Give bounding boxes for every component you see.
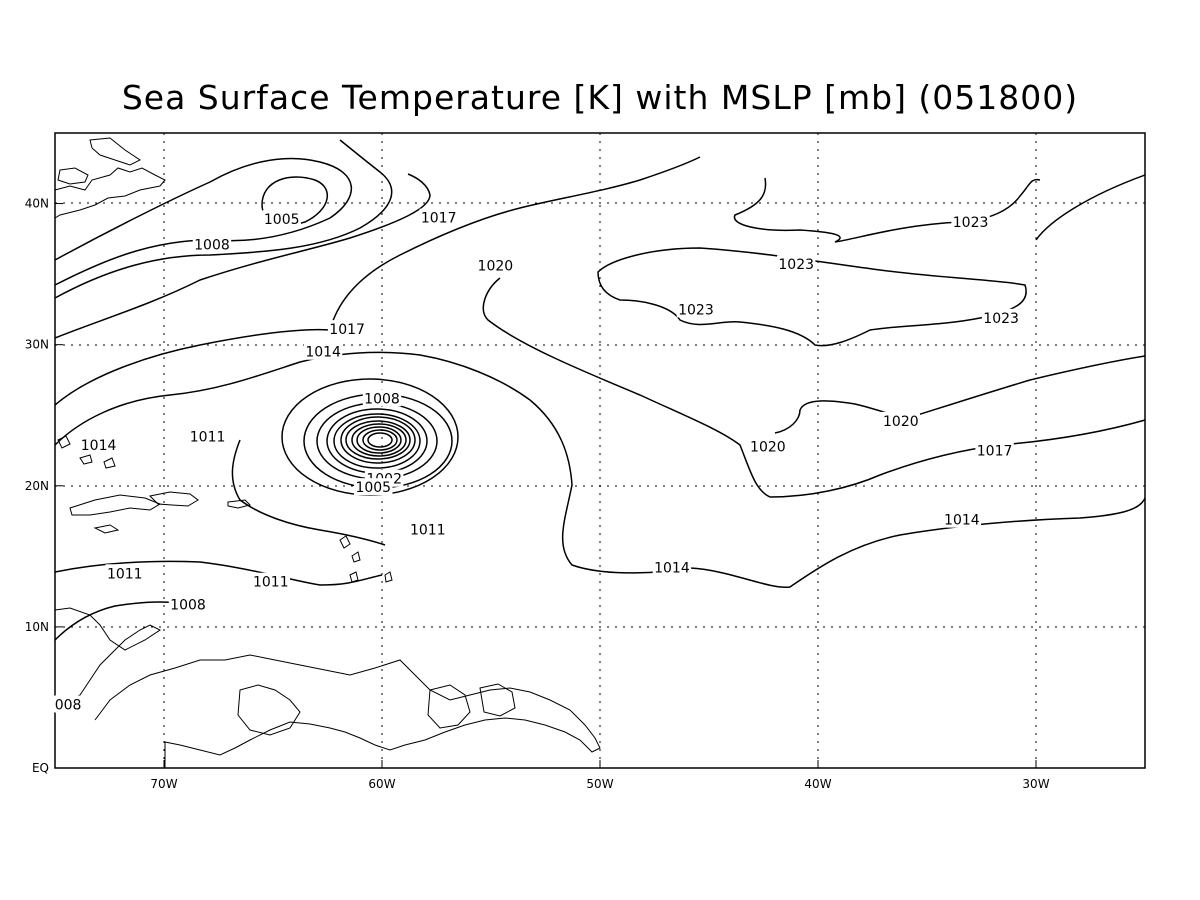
isobar-1008-south — [54, 601, 191, 641]
coastline-hispaniola — [148, 491, 199, 507]
y-tick-label: 20N — [25, 479, 49, 493]
x-tick-label: 60W — [368, 777, 395, 791]
coastline-nova-scotia — [89, 137, 141, 166]
isobar-label: 1023 — [778, 257, 814, 273]
coastline-north-america — [54, 167, 166, 219]
isobar-label: 1023 — [953, 215, 989, 231]
isobar-label-background — [188, 427, 227, 445]
isobar-label: 1020 — [883, 414, 919, 430]
isobar-label: 1008 — [194, 237, 230, 253]
isobar-1014-around-low — [54, 351, 1146, 589]
isobar-label: 1023 — [983, 311, 1019, 327]
coastline-venezuela-interior — [237, 684, 301, 736]
coastline-jamaica — [93, 524, 120, 534]
isobar-labels: 1017 1005 1008 1020 1023 1023 1023 1023 1017 1014… — [53, 208, 1021, 714]
isobar-label: 1017 — [421, 211, 457, 227]
isobar-label-background — [362, 389, 402, 407]
isobar-label: 1011 — [410, 523, 446, 539]
isobar-label-background — [975, 441, 1014, 459]
isobar-label-background — [881, 411, 921, 429]
isobar-1008-north — [54, 157, 353, 286]
isobar-1011-caribbean — [231, 439, 386, 546]
isobar-label-background — [777, 255, 816, 273]
isobar-label: 1014 — [305, 345, 341, 361]
isobar-label: 1014 — [654, 561, 690, 577]
isobar-label-background — [652, 558, 692, 576]
isobar-label: 008 — [55, 698, 82, 714]
isobar-1014-north — [54, 173, 431, 339]
isobar-label: 1011 — [190, 429, 226, 445]
isobar-1023-north — [733, 177, 1041, 243]
isobar-label: 1005 — [355, 480, 391, 496]
isobar-label-background — [408, 520, 447, 538]
isobar-1017 — [54, 156, 701, 406]
coastline-cuba — [69, 494, 162, 516]
isobar-label-background — [105, 564, 144, 582]
isobar-label-background — [327, 320, 367, 338]
isobar-label-background — [251, 572, 291, 590]
coastline-south-america — [94, 654, 601, 768]
isobar-label-background — [303, 342, 343, 360]
isobar-label: 1020 — [750, 439, 786, 455]
isobar-label-background — [951, 212, 990, 230]
isobar-label-background — [942, 510, 982, 528]
isobar-label: 1014 — [944, 513, 980, 529]
x-tick-label: 40W — [804, 777, 831, 791]
coastline-lesser-antilles — [339, 535, 393, 583]
isobar-label: 1011 — [107, 566, 143, 582]
isobar-label-background — [192, 235, 232, 253]
isobar-label-background — [476, 256, 515, 274]
y-tick-label: EQ — [32, 761, 49, 775]
isobar-1020 — [482, 277, 1146, 498]
coastline-maine — [57, 167, 89, 185]
axis-ticks: 70W 60W 50W 40W 30W EQ 10N 20N 30N 40N — [25, 197, 1050, 791]
map-title: Sea Surface Temperature [K] with MSLP [m… — [121, 78, 1079, 117]
isobar-1020-east — [774, 355, 1146, 434]
isobar-label: 1017 — [329, 322, 365, 338]
isobar-label-background — [981, 308, 1021, 326]
x-tick-label: 70W — [150, 777, 177, 791]
isobar-label: 1023 — [678, 302, 714, 318]
coastlines — [54, 137, 601, 768]
isobar-1023-east — [1035, 174, 1146, 241]
y-tick-label: 30N — [25, 338, 49, 352]
coastline-puerto-rico — [227, 499, 251, 509]
isobar-label: 1014 — [81, 438, 117, 454]
isobar-1011-south — [54, 560, 383, 586]
isobar-label-background — [354, 478, 393, 496]
y-tick-label: 10N — [25, 620, 49, 634]
isobar-1011-north — [54, 139, 393, 299]
coastline-central-america — [54, 607, 161, 707]
isobar-label-background — [262, 210, 301, 228]
isobar-label: 1011 — [253, 575, 289, 591]
isobar-label-background — [676, 300, 716, 318]
isobar-label: 1005 — [264, 212, 300, 228]
isobar-label-background — [79, 435, 118, 453]
y-tick-label: 40N — [25, 197, 49, 211]
x-tick-label: 50W — [586, 777, 613, 791]
x-tick-label: 30W — [1022, 777, 1049, 791]
isobar-label-background — [419, 208, 458, 226]
isobar-label-background — [168, 595, 208, 613]
isobar-label: 1020 — [478, 259, 514, 275]
isobar-label: 1008 — [364, 391, 400, 407]
isobar-label-background — [748, 437, 788, 455]
graticule — [55, 133, 1145, 768]
isobar-label: 1008 — [170, 597, 206, 613]
coastline-guianas — [427, 683, 516, 729]
isobar-label: 1017 — [977, 444, 1013, 460]
isobar-label-background — [53, 695, 83, 713]
